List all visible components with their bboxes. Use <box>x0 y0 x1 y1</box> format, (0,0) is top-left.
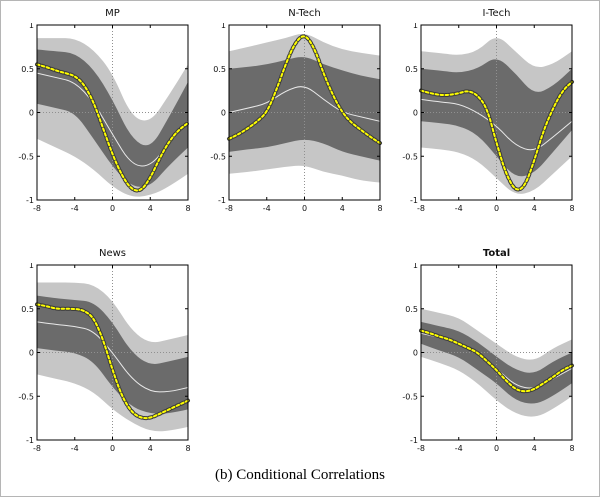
svg-text:1: 1 <box>413 263 418 270</box>
svg-text:0: 0 <box>413 349 418 358</box>
svg-text:4: 4 <box>532 444 537 453</box>
svg-text:-4: -4 <box>455 204 463 213</box>
svg-text:0: 0 <box>413 109 418 118</box>
figure-caption: (b) Conditional Correlations <box>215 467 385 483</box>
svg-text:-4: -4 <box>71 204 79 213</box>
svg-text:-1: -1 <box>26 436 34 445</box>
svg-text:-0.5: -0.5 <box>18 392 34 401</box>
svg-text:8: 8 <box>185 204 190 213</box>
svg-text:4: 4 <box>148 204 153 213</box>
svg-text:0: 0 <box>302 204 307 213</box>
plot-area-news: -8 -4 0 4 8 -1 -0.5 0 0.5 1 <box>18 263 190 453</box>
svg-text:0.5: 0.5 <box>405 305 418 314</box>
svg-text:1: 1 <box>221 23 226 30</box>
svg-text:8: 8 <box>569 444 574 453</box>
plot-area-mp: -8 -4 0 4 8 -1 -0.5 0 0.5 1 <box>18 23 190 213</box>
chart-title-itech: I-Tech <box>482 8 511 19</box>
chart-news: News -8 -4 0 4 8 -1 -0.5 0 0.5 1 <box>9 247 191 459</box>
svg-text:1: 1 <box>29 263 34 270</box>
svg-text:0: 0 <box>110 204 115 213</box>
svg-text:0: 0 <box>110 444 115 453</box>
svg-text:-4: -4 <box>455 444 463 453</box>
svg-text:1: 1 <box>29 23 34 30</box>
svg-text:8: 8 <box>377 204 382 213</box>
svg-text:-0.5: -0.5 <box>18 152 34 161</box>
svg-text:-4: -4 <box>263 204 271 213</box>
svg-text:-1: -1 <box>410 436 418 445</box>
svg-text:-0.5: -0.5 <box>402 152 418 161</box>
chart-title-mp: MP <box>105 8 120 19</box>
plot-area-total: -8 -4 0 4 8 -1 -0.5 0 0.5 1 <box>402 263 574 453</box>
svg-text:0.5: 0.5 <box>21 305 34 314</box>
svg-text:0.5: 0.5 <box>405 65 418 74</box>
svg-text:-8: -8 <box>225 204 233 213</box>
svg-text:-1: -1 <box>218 196 226 205</box>
svg-text:0: 0 <box>29 109 34 118</box>
svg-text:-1: -1 <box>410 196 418 205</box>
svg-text:0.5: 0.5 <box>213 65 226 74</box>
plot-area-itech: -8 -4 0 4 8 -1 -0.5 0 0.5 1 <box>402 23 574 213</box>
svg-text:0: 0 <box>494 444 499 453</box>
plot-area-ntech: -8 -4 0 4 8 -1 -0.5 0 0.5 1 <box>210 23 382 213</box>
svg-text:8: 8 <box>185 444 190 453</box>
svg-text:8: 8 <box>569 204 574 213</box>
svg-text:-0.5: -0.5 <box>210 152 226 161</box>
svg-text:-8: -8 <box>417 444 425 453</box>
svg-text:0.5: 0.5 <box>21 65 34 74</box>
chart-mp: MP -8 -4 0 4 8 -1 -0.5 0 0.5 1 <box>9 7 191 219</box>
svg-text:-1: -1 <box>26 196 34 205</box>
svg-text:-8: -8 <box>33 444 41 453</box>
chart-total: Total -8 -4 0 4 8 -1 -0.5 0 0.5 1 <box>393 247 575 459</box>
svg-text:-8: -8 <box>33 204 41 213</box>
svg-text:1: 1 <box>413 23 418 30</box>
chart-ntech: N-Tech -8 -4 0 4 8 -1 -0.5 0 0.5 1 <box>201 7 383 219</box>
chart-title-news: News <box>98 248 127 259</box>
chart-itech: I-Tech -8 -4 0 4 8 -1 -0.5 0 0.5 1 <box>393 7 575 219</box>
svg-text:4: 4 <box>340 204 345 213</box>
svg-text:-0.5: -0.5 <box>402 392 418 401</box>
svg-text:-8: -8 <box>417 204 425 213</box>
svg-text:4: 4 <box>532 204 537 213</box>
chart-title-ntech: N-Tech <box>288 8 321 19</box>
svg-text:-4: -4 <box>71 444 79 453</box>
svg-text:0: 0 <box>29 349 34 358</box>
chart-title-total: Total <box>482 248 511 259</box>
svg-text:0: 0 <box>494 204 499 213</box>
svg-text:0: 0 <box>221 109 226 118</box>
svg-text:4: 4 <box>148 444 153 453</box>
